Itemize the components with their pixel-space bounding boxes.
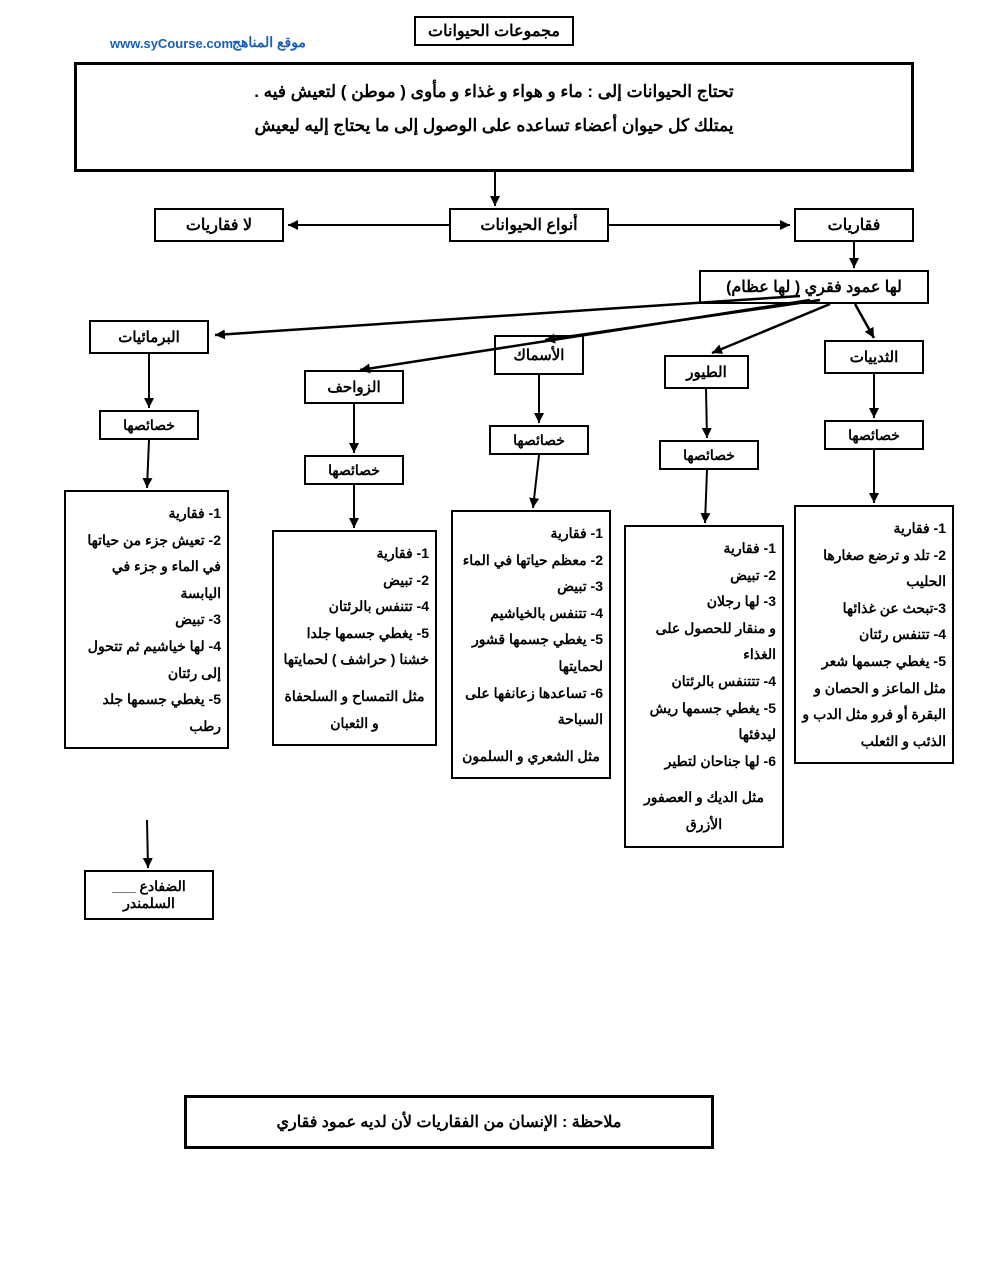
fish-item: 2- معظم حياتها في الماء	[459, 547, 603, 574]
reptiles-item: 2- تبيض	[280, 567, 429, 594]
types-label: أنواع الحيوانات	[480, 215, 577, 235]
amph-item: 1- فقارية	[72, 500, 221, 527]
fish-example: مثل الشعري و السلمون	[459, 743, 603, 770]
mammals-details: 1- فقارية 2- تلد و ترضع صغارها الحليب 3-…	[794, 505, 954, 764]
fish-item: 3- تبيض	[459, 573, 603, 600]
birds-item: و منقار للحصول على الغذاء	[632, 615, 776, 668]
invertebrates-box: لا فقاريات	[154, 208, 284, 242]
birds-example: مثل الديك و العصفور الأزرق	[632, 784, 776, 837]
watermark-label: موقع المناهج	[232, 34, 306, 51]
mammals-title-box: الثدييات	[824, 340, 924, 374]
birds-item: 3- لها رجلان	[632, 588, 776, 615]
note-box: ملاحظة : الإنسان من الفقاريات لأن لديه ع…	[184, 1095, 714, 1149]
birds-item: 6- لها جناحان لتطير	[632, 748, 776, 775]
mammals-item: 5- يغطي جسمها شعر مثل الماعز و الحصان و …	[802, 648, 946, 754]
fish-item: 1- فقارية	[459, 520, 603, 547]
fish-details: 1- فقارية 2- معظم حياتها في الماء 3- تبي…	[451, 510, 611, 779]
birds-title-box: الطيور	[664, 355, 749, 389]
amphibians-title-box: البرمائيات	[89, 320, 209, 354]
char-label-1: خصائصها	[848, 427, 900, 444]
reptiles-item: 4- تتنفس بالرئتان	[280, 593, 429, 620]
char-label-3: خصائصها	[513, 432, 565, 449]
amph-item: 2- تعيش جزء من حياتها في الماء و جزء في …	[72, 527, 221, 607]
watermark-url: www.syCourse.com	[110, 36, 233, 51]
fish-item: 5- يغطي جسمها قشور لحمايتها	[459, 626, 603, 679]
amph-item: 3- تبيض	[72, 606, 221, 633]
char-label-5: خصائصها	[123, 417, 175, 434]
char-label-2: خصائصها	[683, 447, 735, 464]
diagram-canvas: www.syCourse.com موقع المناهج مجموعات ال…	[0, 0, 989, 1280]
birds-item: 4- تتتنفس بالرئتان	[632, 668, 776, 695]
fish-title-box: الأسماك	[494, 335, 584, 375]
reptiles-char-label: خصائصها	[304, 455, 404, 485]
amphibians-char-label: خصائصها	[99, 410, 199, 440]
char-label-4: خصائصها	[328, 462, 380, 479]
types-box: أنواع الحيوانات	[449, 208, 609, 242]
vertebrates-label: فقاريات	[828, 215, 881, 235]
mammals-title: الثدييات	[850, 348, 899, 366]
title-text: مجموعات الحيوانات	[428, 21, 560, 41]
amphibians-title: البرمائيات	[118, 328, 180, 346]
amph-item: 5- يغطي جسمها جلد رطب	[72, 686, 221, 739]
fish-item: 6- تساعدها زعانفها على السباحة	[459, 680, 603, 733]
mammals-item: 1- فقارية	[802, 515, 946, 542]
reptiles-title: الزواحف	[327, 378, 380, 396]
birds-details: 1- فقارية 2- تبيض 3- لها رجلان و منقار ل…	[624, 525, 784, 848]
note-text: ملاحظة : الإنسان من الفقاريات لأن لديه ع…	[276, 1114, 621, 1131]
vertebrates-box: فقاريات	[794, 208, 914, 242]
reptiles-example: مثل التمساح و السلحفاة و الثعبان	[280, 683, 429, 736]
birds-title: الطيور	[686, 363, 727, 381]
amphibians-examples-box: الضفادع ___ السلمندر	[84, 870, 214, 920]
mammals-char-label: خصائصها	[824, 420, 924, 450]
birds-char-label: خصائصها	[659, 440, 759, 470]
reptiles-details: 1- فقارية 2- تبيض 4- تتنفس بالرئتان 5- ي…	[272, 530, 437, 746]
vertebrate-def: لها عمود فقري ( لها عظام)	[726, 277, 902, 297]
mammals-item: 2- تلد و ترضع صغارها الحليب	[802, 542, 946, 595]
reptiles-item: 5- يغطي جسمها جلدا خشنا ( حراشف ) لحمايت…	[280, 620, 429, 673]
intro-box: تحتاج الحيوانات إلى : ماء و هواء و غذاء …	[74, 62, 914, 172]
mammals-item: 3-تبحث عن غذائها	[802, 595, 946, 622]
reptiles-title-box: الزواحف	[304, 370, 404, 404]
fish-item: 4- تتنفس بالخياشيم	[459, 600, 603, 627]
invertebrates-label: لا فقاريات	[186, 215, 252, 235]
vertebrate-def-box: لها عمود فقري ( لها عظام)	[699, 270, 929, 304]
fish-title: الأسماك	[514, 346, 565, 364]
amphibians-examples: الضفادع ___ السلمندر	[92, 878, 206, 912]
birds-item: 1- فقارية	[632, 535, 776, 562]
intro-line1: تحتاج الحيوانات إلى : ماء و هواء و غذاء …	[97, 75, 891, 109]
birds-item: 5- يغطي جسمها ريش ليدفئها	[632, 695, 776, 748]
amphibians-details: 1- فقارية 2- تعيش جزء من حياتها في الماء…	[64, 490, 229, 749]
title-box: مجموعات الحيوانات	[414, 16, 574, 46]
amph-item: 4- لها خياشيم ثم تتحول إلى رئتان	[72, 633, 221, 686]
birds-item: 2- تبيض	[632, 562, 776, 589]
intro-line2: يمتلك كل حيوان أعضاء تساعده على الوصول إ…	[97, 109, 891, 143]
reptiles-item: 1- فقارية	[280, 540, 429, 567]
fish-char-label: خصائصها	[489, 425, 589, 455]
mammals-item: 4- تتنفس رئتان	[802, 621, 946, 648]
